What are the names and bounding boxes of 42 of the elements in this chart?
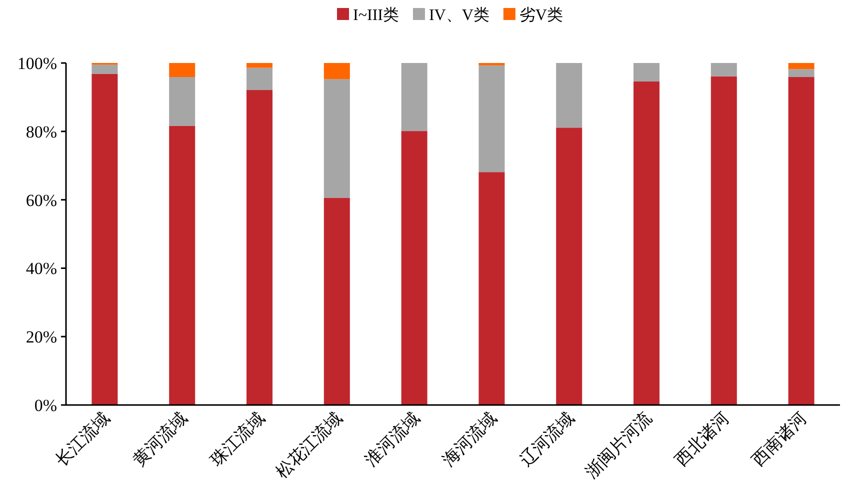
bar <box>478 65 505 172</box>
bar <box>401 131 428 405</box>
x-tick-label: 淮河流域 <box>362 408 424 470</box>
bar <box>92 74 118 405</box>
x-tick-label: 西北诸河 <box>671 408 733 470</box>
x-tick-label: 西南诸河 <box>748 408 810 470</box>
bar <box>788 69 814 78</box>
bar <box>556 128 582 405</box>
x-tick-label: 黄河流域 <box>129 408 191 470</box>
y-tick-label: 80% <box>26 122 57 142</box>
bar <box>246 90 272 405</box>
bar <box>710 76 737 405</box>
bar <box>401 63 428 132</box>
bar <box>710 63 737 76</box>
x-tick-label: 浙闽片河流 <box>582 408 656 482</box>
y-tick-label: 60% <box>26 190 57 210</box>
y-tick-label: 100% <box>17 54 57 73</box>
bar <box>246 68 272 90</box>
bar <box>92 64 118 74</box>
bar <box>556 63 582 128</box>
bar <box>324 79 350 198</box>
x-tick-label: 珠江流域 <box>206 408 268 470</box>
bar <box>169 63 196 78</box>
bar <box>246 63 272 68</box>
legend-label: IV、V类 <box>428 6 490 24</box>
bar <box>788 63 814 70</box>
x-tick-label: 海河流域 <box>439 408 501 470</box>
legend-label: I~III类 <box>353 6 399 24</box>
bar <box>634 81 660 405</box>
legend-label: 劣V类 <box>519 6 563 24</box>
bar <box>634 63 660 82</box>
x-tick-label: 松花江流域 <box>272 408 346 482</box>
bar <box>478 172 505 405</box>
y-tick-label: 0% <box>34 396 57 415</box>
bar <box>788 77 814 405</box>
bar <box>324 198 350 405</box>
y-tick-label: 40% <box>26 259 57 278</box>
bar <box>169 77 196 126</box>
bar <box>324 63 350 80</box>
x-tick-label: 辽河流域 <box>516 408 578 470</box>
bar <box>169 126 196 405</box>
y-tick-label: 20% <box>26 328 57 347</box>
